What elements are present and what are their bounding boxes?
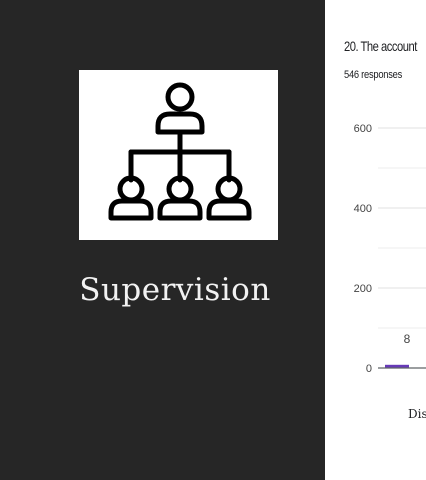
form-results-panel: 20. The account 546 responses 0 200 400 600…: [325, 0, 426, 480]
y-tick-label: 0: [366, 363, 372, 375]
hierarchy-org-chart-icon: [108, 82, 252, 221]
bar-chart: 0 200 400 600 8 Dis: [354, 123, 426, 421]
x-category-label: Dis: [408, 407, 426, 421]
bar-data-label: 8: [404, 332, 411, 346]
y-tick-label: 400: [354, 203, 372, 215]
y-tick-label: 600: [354, 123, 372, 135]
slide-title: Supervision: [79, 272, 271, 308]
response-count: 546 responses: [344, 69, 403, 81]
slide-panel: Supervision: [79, 70, 278, 308]
bar: [385, 364, 409, 368]
question-title: 20. The account: [344, 38, 417, 54]
y-tick-label: 200: [354, 283, 372, 295]
icon-card: [79, 70, 278, 240]
